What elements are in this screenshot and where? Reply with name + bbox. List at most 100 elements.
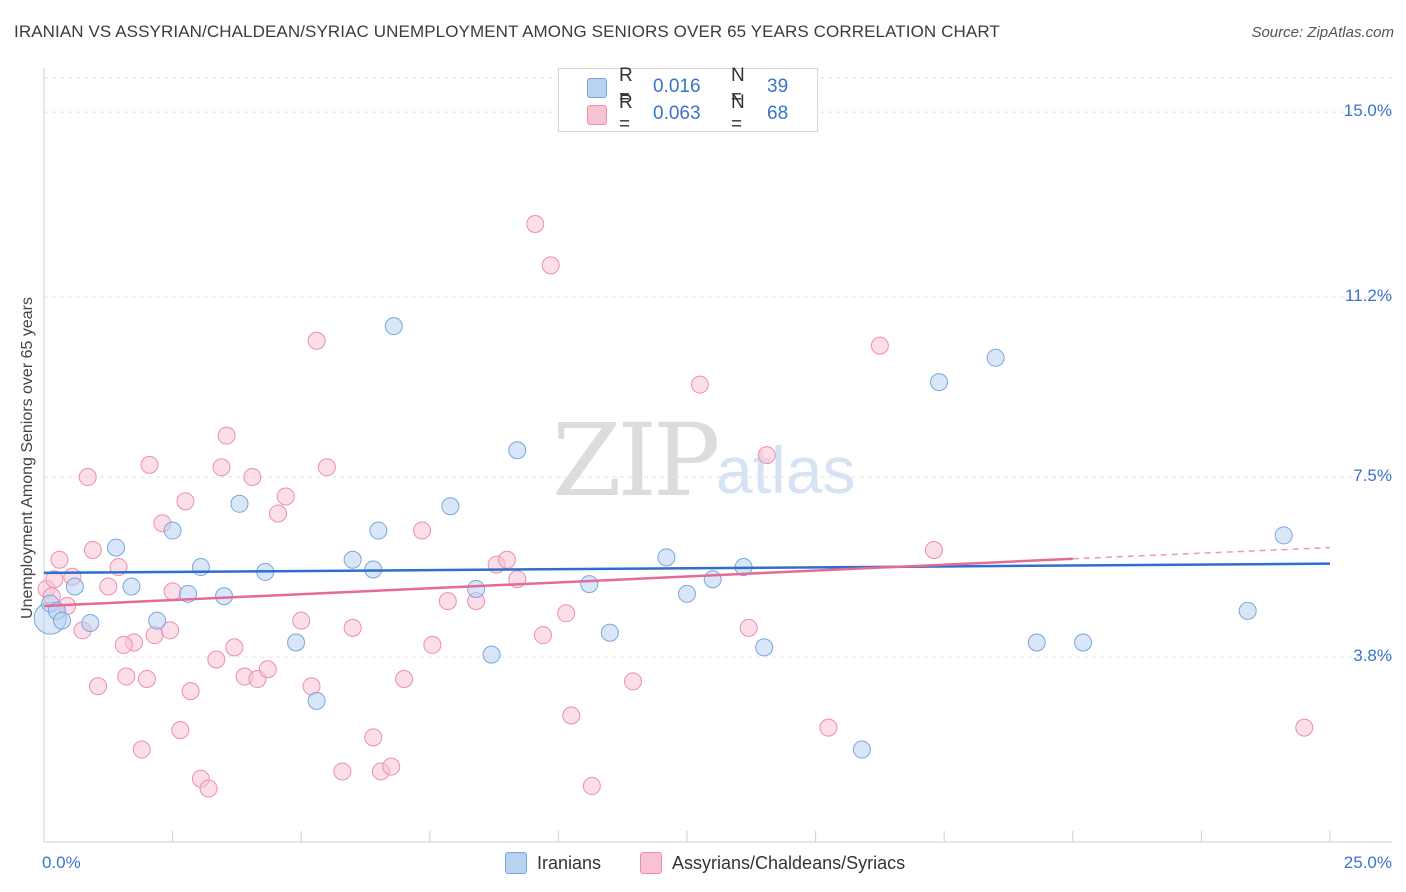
legend-n-value: 68	[767, 103, 789, 124]
assyrians-point	[924, 541, 943, 560]
iranians-point	[163, 521, 182, 540]
legend-item-assyrians: Assyrians/Chaldeans/Syriacs	[640, 852, 905, 874]
series-legend: Iranians Assyrians/Chaldeans/Syriacs	[0, 852, 1406, 878]
iranians-point	[343, 550, 362, 569]
assyrians-point	[45, 570, 64, 589]
iranians-point	[482, 645, 501, 664]
y-tick-label: 11.2%	[1345, 285, 1392, 305]
iranians-point	[930, 373, 949, 392]
iranians-point	[1074, 633, 1093, 652]
assyrians-point	[276, 487, 295, 506]
assyrians-trendline-extension	[1072, 546, 1331, 560]
assyrians-point	[176, 492, 195, 511]
assyrians-point	[258, 660, 277, 679]
assyrians-point	[212, 458, 231, 477]
assyrians-point	[50, 550, 69, 569]
legend-swatch-pink	[640, 852, 662, 874]
assyrians-point	[114, 635, 133, 654]
assyrians-point	[269, 504, 288, 523]
assyrians-point	[132, 740, 151, 759]
assyrians-point	[819, 718, 838, 737]
assyrians-point	[438, 592, 457, 611]
iranians-point	[1238, 601, 1257, 620]
legend-n-label: N =	[731, 65, 745, 108]
assyrians-point	[739, 618, 758, 637]
iranians-point	[467, 579, 486, 598]
assyrians-point	[562, 706, 581, 725]
y-tick-label: 15.0%	[1343, 101, 1392, 121]
assyrians-point	[225, 638, 244, 657]
correlation-legend: R = 0.016 N = 39 R = 0.063 N = 68	[558, 65, 818, 135]
assyrians-point	[199, 779, 218, 798]
legend-item-iranians: Iranians	[505, 852, 601, 874]
assyrians-point	[395, 669, 414, 688]
assyrians-point	[1295, 718, 1314, 737]
iranians-point	[755, 638, 774, 657]
assyrians-point	[582, 777, 601, 796]
legend-swatch-pink	[587, 105, 607, 125]
legend-n-label: N =	[731, 92, 745, 135]
iranians-point	[986, 348, 1005, 367]
iranians-point	[287, 633, 306, 652]
watermark-atlas: atlas	[716, 433, 856, 507]
assyrians-point	[140, 455, 159, 474]
assyrians-point	[207, 650, 226, 669]
iranians-point	[81, 614, 100, 633]
x-tick-label: 25.0%	[1343, 853, 1392, 872]
assyrians-trendline	[43, 557, 1073, 608]
assyrians-point	[117, 667, 136, 686]
assyrians-point	[217, 426, 236, 445]
legend-swatch-blue	[587, 78, 607, 98]
chart-title: IRANIAN VS ASSYRIAN/CHALDEAN/SYRIAC UNEM…	[14, 22, 1000, 41]
legend-label-iranians: Iranians	[537, 852, 602, 873]
legend-r-label: R =	[619, 65, 633, 108]
iranians-point	[1027, 633, 1046, 652]
assyrians-point	[423, 635, 442, 654]
assyrians-point	[541, 256, 560, 275]
iranians-point	[703, 570, 722, 589]
assyrians-point	[292, 611, 311, 630]
iranians-point	[307, 691, 326, 710]
assyrians-point	[364, 728, 383, 747]
assyrians-point	[307, 331, 326, 350]
iranians-point	[148, 611, 167, 630]
legend-r-label: R =	[619, 92, 633, 135]
legend-swatch-blue	[505, 852, 527, 874]
iranians-point	[230, 494, 249, 513]
iranians-point	[384, 317, 403, 336]
iranians-point	[65, 577, 84, 596]
iranians-trendline	[43, 562, 1331, 575]
assyrians-point	[497, 550, 516, 569]
iranians-point	[508, 441, 527, 460]
iranians-point	[600, 623, 619, 642]
x-tick-label: 0.0%	[42, 853, 81, 872]
y-tick-label: 7.5%	[1353, 466, 1392, 486]
assyrians-point	[99, 577, 118, 596]
assyrians-point	[243, 468, 262, 487]
iranians-point	[53, 611, 72, 630]
legend-r-value: 0.063	[653, 103, 701, 124]
assyrians-point	[137, 669, 156, 688]
iranians-point	[678, 584, 696, 603]
iranians-point	[369, 521, 388, 540]
assyrians-point	[623, 672, 642, 691]
iranians-point	[657, 548, 676, 567]
assyrians-point	[89, 677, 108, 696]
iranians-point	[580, 575, 599, 594]
assyrians-point	[526, 214, 545, 233]
assyrians-point	[181, 682, 200, 701]
assyrians-point	[145, 626, 164, 645]
assyrians-point	[171, 721, 190, 740]
assyrians-point	[533, 626, 552, 645]
y-tick-label: 3.8%	[1353, 646, 1392, 666]
assyrians-point	[382, 757, 401, 776]
assyrians-point	[690, 375, 709, 394]
iranians-point	[107, 538, 126, 557]
assyrians-point	[317, 458, 336, 477]
legend-n-value: 39	[767, 76, 789, 97]
assyrians-point	[333, 762, 352, 781]
iranians-point	[122, 577, 141, 596]
legend-r-value: 0.016	[653, 76, 701, 97]
assyrians-point	[78, 468, 97, 487]
